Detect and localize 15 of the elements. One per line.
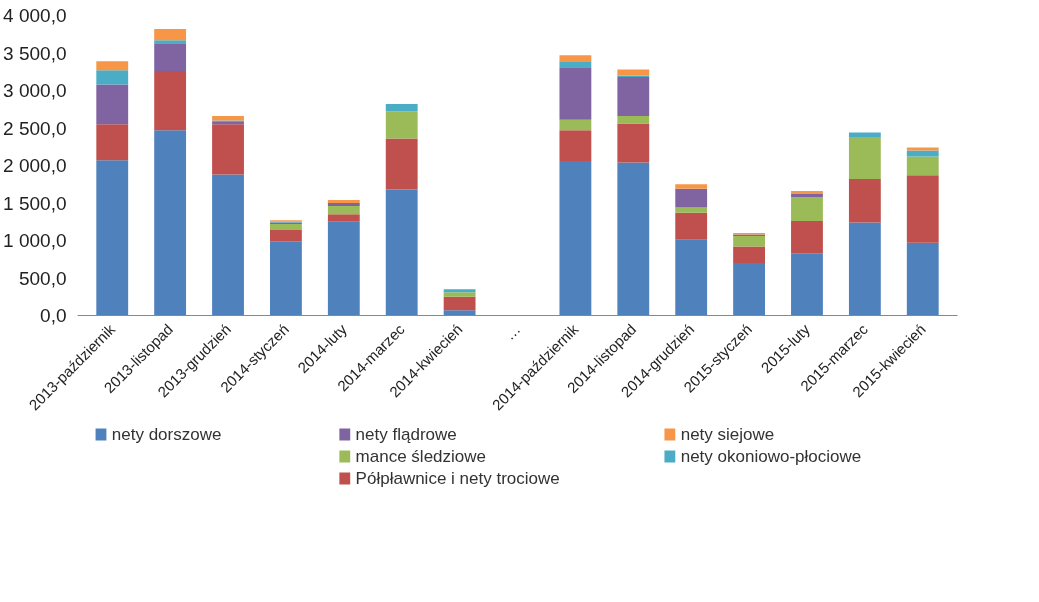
legend-label: Półpławnice i nety trociowe	[355, 469, 560, 488]
y-tick-label: 1 000,0	[3, 230, 67, 251]
y-tick-label: 2 000,0	[3, 155, 67, 176]
legend-label: mance śledziowe	[355, 447, 487, 466]
y-tick-label: 2 500,0	[3, 117, 67, 139]
y-tick-label: 3 500,0	[3, 42, 67, 64]
legend-label: nety siejowe	[680, 425, 775, 444]
legend-label: nety dorszowe	[111, 425, 222, 444]
y-tick-label: 3 000,0	[3, 80, 67, 101]
y-tick-label: 0,0	[40, 305, 67, 326]
legend-label: nety flądrowe	[355, 425, 457, 444]
y-tick-label: 4 000,0	[3, 5, 67, 26]
y-tick-label: 1 500,0	[3, 192, 67, 214]
legend-label: nety okoniowo-płociowe	[680, 447, 862, 466]
y-tick-label: 500,0	[18, 267, 67, 289]
